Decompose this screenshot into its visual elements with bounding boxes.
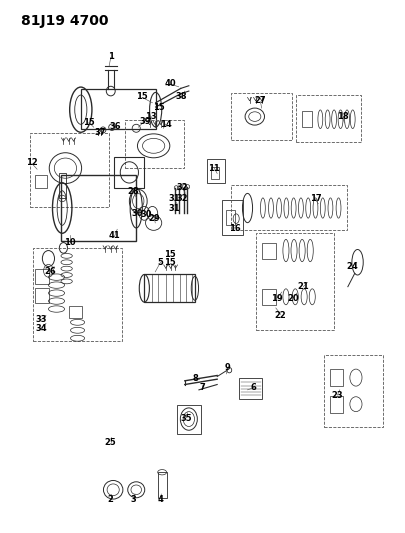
Bar [330,395,343,413]
Bar [33,248,122,341]
Text: 30: 30 [131,209,143,218]
Bar [231,93,291,140]
Text: 26: 26 [44,268,56,276]
Text: 32: 32 [177,194,188,203]
Text: 10: 10 [64,238,76,247]
Bar [69,306,81,318]
Text: 5: 5 [157,258,163,266]
Bar [261,243,275,259]
Bar [330,369,343,386]
Text: 38: 38 [175,92,186,101]
Bar [81,90,155,130]
Text: 14: 14 [160,119,171,128]
Text: 29: 29 [148,214,160,223]
Text: 18: 18 [336,112,347,121]
Text: 12: 12 [26,158,38,167]
Bar [324,356,382,427]
Text: 25: 25 [104,439,116,448]
Bar [61,174,136,241]
Text: 21: 21 [297,282,309,291]
Bar [222,200,242,235]
Bar [255,233,334,330]
Bar [58,173,66,198]
Bar [176,405,200,434]
Bar [144,274,194,302]
Text: 8: 8 [192,374,197,383]
Text: 19: 19 [270,294,282,303]
Bar [157,472,166,498]
Bar [207,159,225,182]
Bar [35,269,49,284]
Text: 13: 13 [145,112,157,121]
Text: 15: 15 [164,251,175,260]
Text: 4: 4 [157,495,163,504]
Text: 35: 35 [180,414,191,423]
Text: 31: 31 [168,204,179,213]
Text: 31: 31 [168,194,179,203]
Text: 30: 30 [140,210,152,219]
Bar [295,95,360,142]
Bar [35,288,49,303]
Text: 1: 1 [108,52,113,61]
Text: 3: 3 [130,495,136,504]
Text: 6: 6 [250,383,256,392]
Bar [261,289,275,305]
Text: 16: 16 [228,224,240,233]
Text: 23: 23 [331,391,342,400]
Text: 40: 40 [164,78,176,87]
Text: 24: 24 [346,262,358,271]
Bar [211,167,219,179]
Text: 28: 28 [127,187,139,196]
Text: 15: 15 [164,258,175,266]
Text: 36: 36 [109,122,121,131]
Text: 27: 27 [254,96,266,105]
Bar [114,157,144,188]
Text: 17: 17 [309,194,320,203]
Text: 22: 22 [274,311,286,320]
Text: 11: 11 [208,164,220,173]
Bar [231,185,346,230]
Text: 9: 9 [224,363,230,372]
Text: 7: 7 [199,383,205,392]
Text: 37: 37 [95,128,106,137]
Text: 15: 15 [152,102,164,111]
Bar [239,378,261,399]
Text: 15: 15 [136,92,148,101]
Text: 81J19 4700: 81J19 4700 [21,14,108,28]
Bar [125,120,183,168]
Text: 41: 41 [109,231,120,240]
Bar [301,111,311,127]
Text: 39: 39 [139,117,151,126]
Bar [35,174,47,188]
Bar [226,210,234,225]
Bar [30,133,109,207]
Text: 33: 33 [35,315,47,324]
Text: 34: 34 [35,324,47,333]
Text: 32: 32 [177,183,188,192]
Text: 15: 15 [83,118,94,127]
Text: 2: 2 [108,495,113,504]
Text: 20: 20 [286,294,298,303]
